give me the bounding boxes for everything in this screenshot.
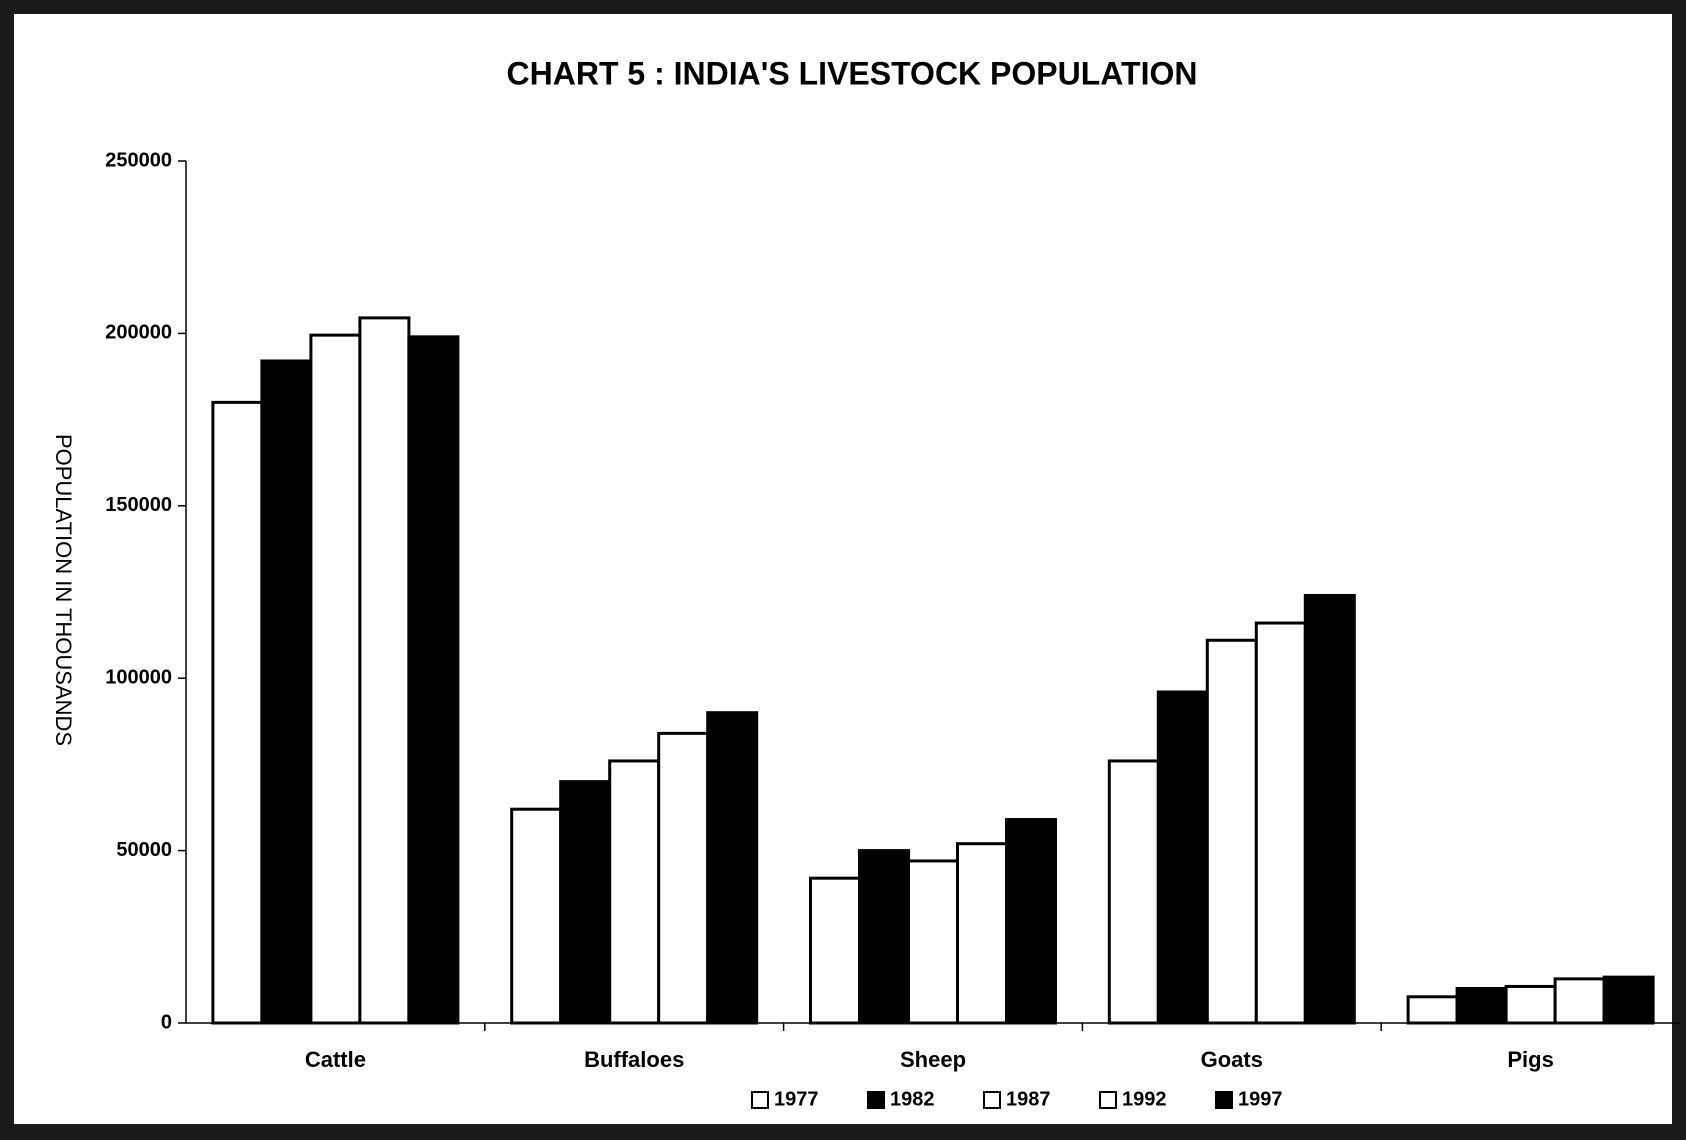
x-tick-label: Buffaloes — [584, 1047, 684, 1072]
bar — [657, 731, 710, 1025]
legend-label: 1992 — [1122, 1088, 1167, 1110]
y-tick-label: 0 — [161, 1011, 172, 1033]
bar — [510, 807, 563, 1025]
bar — [260, 359, 313, 1025]
y-tick-label: 200000 — [105, 322, 172, 344]
y-tick-label: 50000 — [116, 839, 172, 861]
legend-label: 1982 — [890, 1088, 935, 1110]
bar — [1205, 638, 1258, 1025]
y-axis-label: POPULATION IN THOUSANDS — [51, 434, 76, 746]
bar — [1254, 621, 1307, 1025]
bar — [706, 711, 759, 1025]
legend-label: 1997 — [1238, 1088, 1283, 1110]
y-tick-label: 150000 — [105, 494, 172, 516]
bar — [956, 842, 1008, 1025]
legend-swatch — [1099, 1091, 1117, 1109]
bar — [211, 400, 264, 1025]
bar — [1406, 995, 1459, 1025]
bar — [809, 876, 861, 1025]
legend-label: 1987 — [1006, 1088, 1051, 1110]
bar — [1303, 593, 1356, 1025]
y-tick-label: 100000 — [105, 666, 172, 688]
bar — [608, 759, 661, 1025]
legend-swatch — [1215, 1091, 1233, 1109]
bar — [1553, 977, 1606, 1025]
legend-swatch — [983, 1091, 1001, 1109]
x-tick-label: Pigs — [1507, 1047, 1553, 1072]
chart-title: CHART 5 : INDIA'S LIVESTOCK POPULATION — [507, 55, 1198, 91]
bar — [1455, 987, 1508, 1025]
legend-swatch — [751, 1091, 769, 1109]
bar — [309, 333, 362, 1025]
bar — [1005, 818, 1057, 1025]
x-tick-label: Goats — [1201, 1047, 1263, 1072]
legend-swatch — [867, 1091, 885, 1109]
x-tick-label: Cattle — [305, 1047, 366, 1072]
bar — [1602, 975, 1655, 1025]
y-tick-label: 250000 — [105, 149, 172, 171]
bar — [407, 335, 460, 1025]
bar — [858, 849, 910, 1025]
bar — [907, 859, 959, 1025]
legend-label: 1977 — [774, 1088, 819, 1110]
bar — [358, 316, 411, 1025]
bar — [1107, 759, 1160, 1025]
bar — [1156, 690, 1209, 1025]
bar — [559, 780, 612, 1025]
bar — [1504, 984, 1557, 1025]
x-tick-label: Sheep — [900, 1047, 966, 1072]
